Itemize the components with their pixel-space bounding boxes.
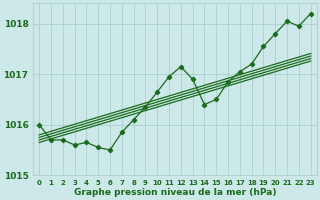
X-axis label: Graphe pression niveau de la mer (hPa): Graphe pression niveau de la mer (hPa): [74, 188, 276, 197]
